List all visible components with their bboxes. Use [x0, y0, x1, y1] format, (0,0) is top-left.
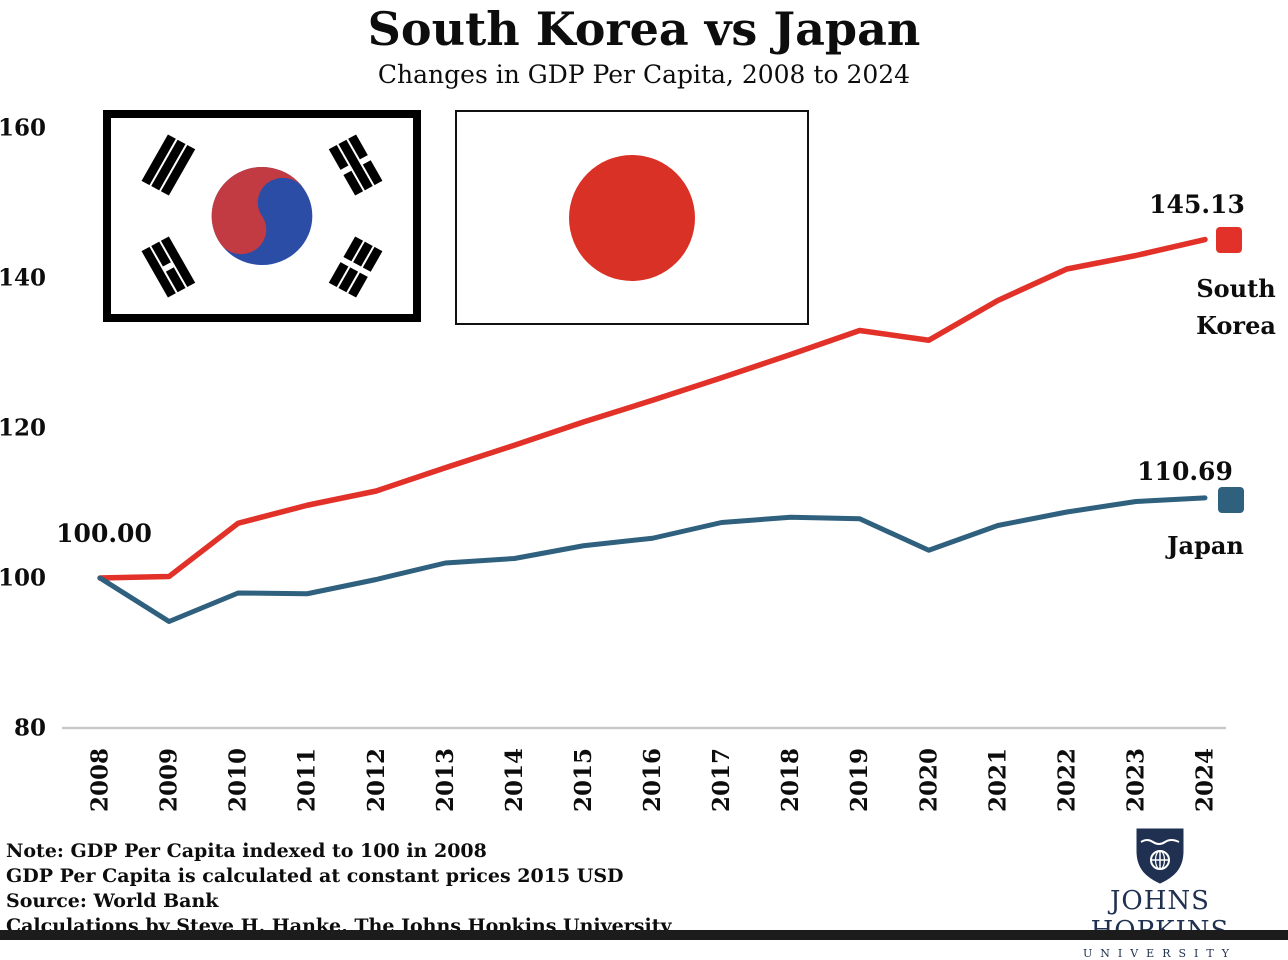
notes: Note: GDP Per Capita indexed to 100 in 2…	[6, 839, 766, 939]
jhu-shield-icon	[1136, 828, 1184, 884]
svg-text:80: 80	[14, 715, 46, 742]
svg-text:2017: 2017	[708, 748, 735, 812]
svg-text:2010: 2010	[225, 748, 252, 812]
svg-text:2023: 2023	[1122, 748, 1149, 812]
svg-text:2018: 2018	[777, 748, 804, 812]
south-korea-series-label-line1: South	[1196, 274, 1276, 303]
south-korea-legend-marker	[1216, 227, 1242, 253]
johns-hopkins-logo: JOHNS HOPKINS UNIVERSITY	[1040, 828, 1280, 960]
japan-legend-marker	[1218, 487, 1244, 513]
south-korea-series-label: South Korea	[1180, 270, 1288, 344]
svg-text:2012: 2012	[363, 748, 390, 812]
svg-text:140: 140	[0, 265, 46, 292]
svg-text:2014: 2014	[501, 748, 528, 812]
svg-text:120: 120	[0, 415, 46, 442]
south-korea-flag-icon	[103, 110, 421, 322]
svg-text:160: 160	[0, 115, 46, 142]
svg-text:2009: 2009	[156, 748, 183, 812]
jhu-university-text: UNIVERSITY	[1083, 947, 1237, 960]
trigram-geon	[141, 134, 196, 196]
start-value-label: 100.00	[56, 519, 152, 548]
south-korea-series-label-line2: Korea	[1196, 311, 1276, 340]
svg-text:2013: 2013	[432, 748, 459, 812]
svg-text:2016: 2016	[639, 748, 666, 812]
trigram-gon	[328, 236, 383, 298]
svg-text:2008: 2008	[87, 748, 114, 812]
svg-text:2011: 2011	[294, 748, 321, 812]
svg-text:2015: 2015	[570, 748, 597, 812]
svg-text:2020: 2020	[915, 748, 942, 812]
page-title: South Korea vs Japan	[367, 2, 921, 56]
japan-series-label: Japan	[1167, 531, 1244, 560]
svg-text:2022: 2022	[1053, 748, 1080, 812]
south-korea-end-value: 145.13	[1149, 190, 1245, 219]
svg-text:2024: 2024	[1192, 748, 1219, 812]
south-korea-flag-graphic	[141, 134, 383, 298]
taegeuk-red	[211, 167, 304, 255]
bottom-bar	[0, 930, 1288, 940]
note-line: Note: GDP Per Capita indexed to 100 in 2…	[6, 840, 487, 862]
svg-text:2021: 2021	[984, 748, 1011, 812]
note-line: GDP Per Capita is calculated at constant…	[6, 865, 624, 887]
page-subtitle: Changes in GDP Per Capita, 2008 to 2024	[377, 60, 911, 89]
japan-flag-sun	[569, 154, 695, 281]
japan-end-value: 110.69	[1137, 457, 1233, 486]
trigram-gam	[328, 134, 383, 196]
note-line: Source: World Bank	[6, 890, 219, 912]
svg-text:100: 100	[0, 565, 46, 592]
trigram-ri	[141, 236, 196, 298]
japan-flag-icon	[455, 110, 809, 325]
svg-text:2019: 2019	[846, 748, 873, 812]
